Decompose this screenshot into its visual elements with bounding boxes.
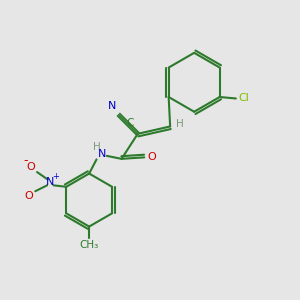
Text: C: C (127, 118, 134, 128)
Text: O: O (26, 162, 35, 172)
Text: Cl: Cl (239, 94, 250, 103)
Text: H: H (93, 142, 101, 152)
Text: N: N (108, 101, 116, 111)
Text: N: N (46, 176, 54, 187)
Text: O: O (148, 152, 156, 162)
Text: -: - (23, 154, 28, 167)
Text: O: O (24, 190, 33, 201)
Text: N: N (98, 149, 106, 159)
Text: +: + (52, 172, 59, 181)
Text: H: H (176, 119, 183, 129)
Text: CH₃: CH₃ (80, 240, 99, 250)
